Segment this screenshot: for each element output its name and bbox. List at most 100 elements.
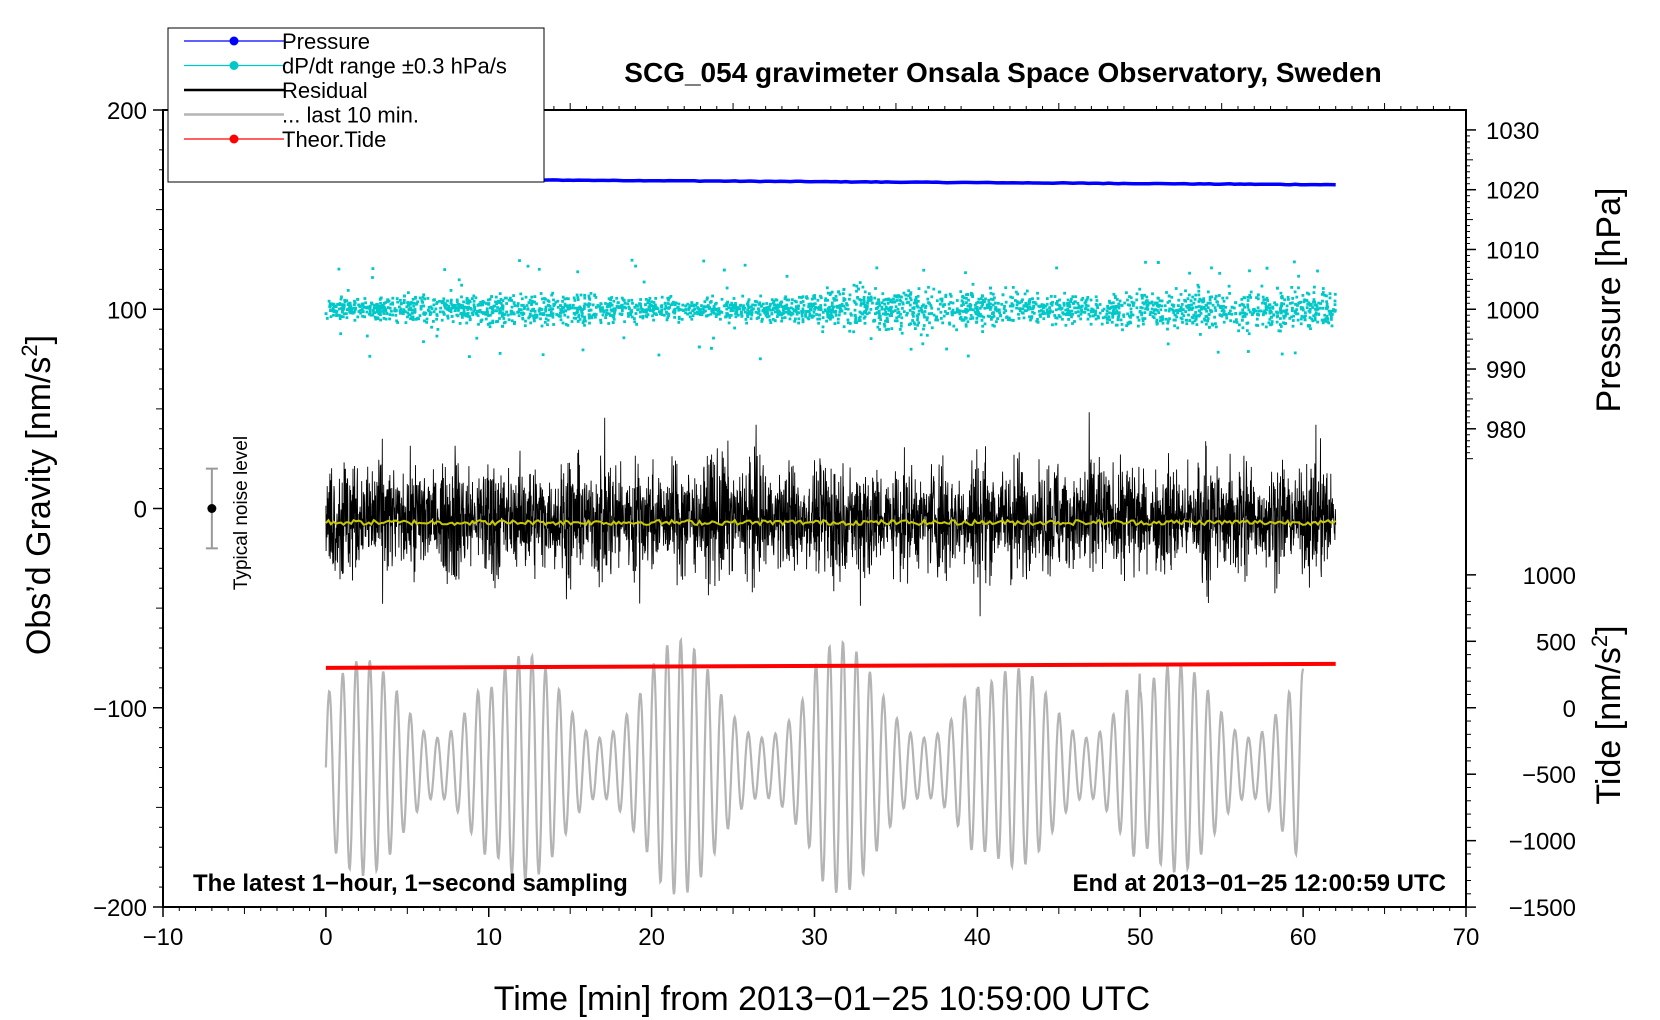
dpdt-point — [824, 297, 828, 301]
dpdt-point — [934, 318, 938, 322]
dpdt-point — [633, 306, 637, 309]
dpdt-point — [746, 300, 750, 304]
dpdt-point — [498, 311, 501, 315]
dpdt-point — [1333, 303, 1337, 307]
dpdt-point — [530, 295, 534, 299]
dpdt-point — [1160, 304, 1164, 308]
dpdt-point — [1094, 295, 1098, 299]
dpdt-point — [694, 303, 698, 307]
dpdt-point — [646, 308, 650, 312]
dpdt-point — [904, 297, 908, 301]
dpdt-point — [541, 353, 545, 357]
y-axis-label-left-superscript: 2 — [17, 344, 42, 356]
dpdt-point — [422, 340, 425, 344]
dpdt-point — [746, 313, 750, 316]
dpdt-point — [489, 313, 492, 317]
dpdt-point — [1117, 311, 1121, 315]
dpdt-point — [932, 313, 936, 317]
dpdt-point — [760, 320, 764, 323]
dpdt-point — [985, 306, 989, 310]
dpdt-point — [1167, 294, 1171, 298]
dpdt-point — [1126, 298, 1129, 302]
dpdt-point — [652, 318, 655, 322]
tide-tick-label: 1000 — [1523, 563, 1576, 590]
dpdt-point — [901, 307, 904, 310]
dpdt-point — [1094, 311, 1097, 315]
dpdt-point — [1235, 318, 1238, 322]
dpdt-point — [777, 309, 780, 313]
dpdt-point — [1170, 295, 1174, 299]
dpdt-point — [1200, 307, 1204, 311]
dpdt-point — [710, 309, 714, 312]
dpdt-point — [660, 304, 664, 307]
dpdt-point — [491, 321, 494, 325]
dpdt-point — [547, 314, 551, 317]
dpdt-point — [975, 320, 979, 324]
dpdt-point — [1288, 302, 1292, 305]
dpdt-point — [1247, 308, 1251, 312]
dpdt-point — [926, 297, 930, 301]
dpdt-point — [741, 294, 745, 298]
dpdt-point — [913, 301, 916, 305]
dpdt-point — [1197, 309, 1201, 313]
dpdt-point — [1214, 309, 1218, 312]
dpdt-point — [519, 308, 523, 312]
dpdt-point — [959, 309, 962, 313]
dpdt-point — [501, 311, 504, 315]
dpdt-point — [746, 308, 750, 312]
dpdt-point — [971, 294, 974, 298]
dpdt-point — [1096, 315, 1100, 318]
dpdt-point — [752, 307, 755, 311]
dpdt-point — [878, 304, 881, 307]
dpdt-point — [1242, 303, 1245, 307]
dpdt-point — [1017, 312, 1020, 316]
dpdt-point — [1180, 303, 1184, 306]
dpdt-point — [1202, 299, 1206, 303]
dpdt-point — [608, 305, 612, 308]
dpdt-point — [781, 312, 785, 316]
dpdt-point — [651, 309, 655, 313]
dpdt-point — [576, 319, 580, 323]
chart-title: SCG_054 gravimeter Onsala Space Observat… — [624, 57, 1381, 88]
dpdt-point — [559, 310, 563, 313]
dpdt-point — [1249, 290, 1253, 294]
dpdt-point — [1141, 317, 1145, 320]
dpdt-point — [734, 303, 737, 307]
dpdt-point — [983, 322, 987, 326]
dpdt-point — [734, 302, 737, 305]
dpdt-point — [1194, 293, 1198, 297]
dpdt-point — [756, 311, 760, 315]
dpdt-point — [1020, 311, 1024, 315]
dpdt-point — [771, 318, 775, 321]
dpdt-point — [639, 298, 642, 301]
dpdt-point — [1117, 314, 1121, 318]
dpdt-point — [962, 296, 966, 300]
dpdt-point — [1055, 302, 1058, 306]
dpdt-point — [1051, 310, 1054, 314]
dpdt-point — [1033, 301, 1037, 304]
dpdt-point — [1002, 307, 1006, 311]
dpdt-point — [1220, 309, 1224, 313]
dpdt-point — [821, 311, 825, 314]
dpdt-point — [639, 302, 642, 306]
dpdt-point — [576, 296, 580, 299]
dpdt-point — [755, 317, 759, 320]
dpdt-point — [852, 330, 855, 334]
dpdt-point — [1161, 315, 1164, 318]
dpdt-point — [878, 322, 881, 325]
dpdt-point — [376, 306, 380, 310]
dpdt-point — [802, 303, 806, 307]
dpdt-point — [955, 310, 959, 314]
dpdt-point — [745, 321, 748, 325]
dpdt-point — [834, 313, 838, 317]
dpdt-point — [1245, 312, 1248, 316]
dpdt-point — [663, 307, 667, 311]
dpdt-point — [1141, 306, 1144, 310]
dpdt-point — [1282, 314, 1286, 318]
dpdt-point — [1291, 301, 1294, 305]
dpdt-point — [762, 302, 765, 306]
dpdt-point — [1095, 299, 1099, 302]
dpdt-point — [1225, 316, 1229, 320]
dpdt-point — [599, 302, 603, 305]
dpdt-point — [1141, 319, 1145, 323]
